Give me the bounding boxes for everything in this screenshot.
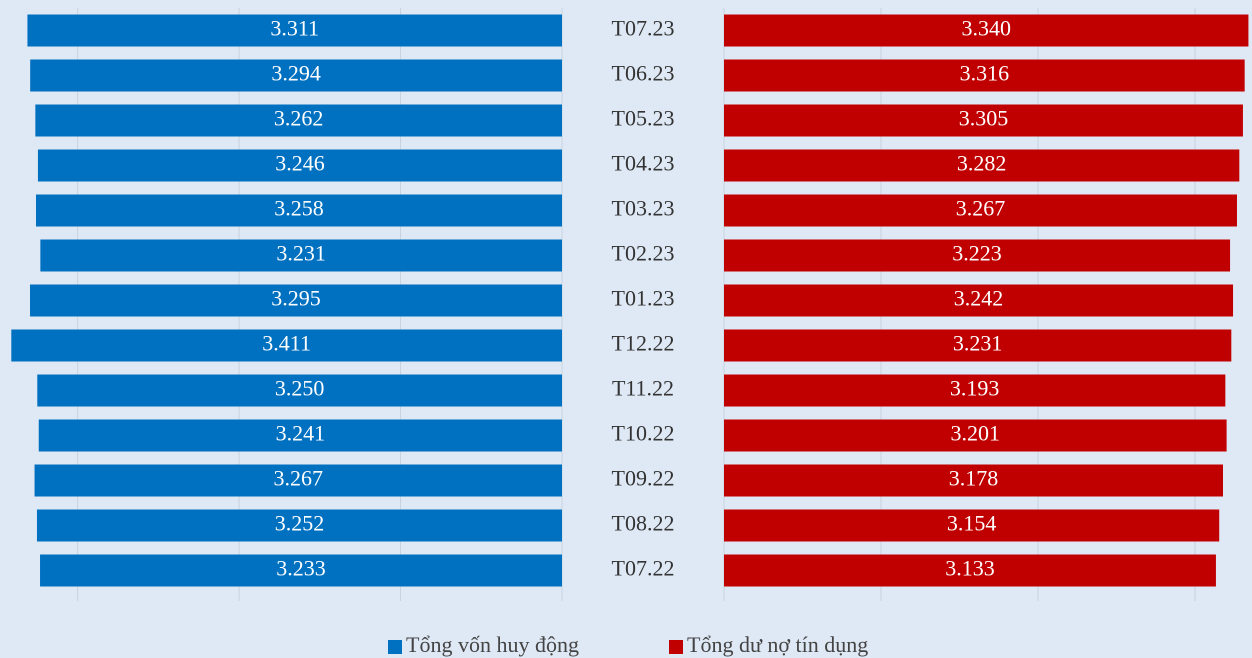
data-label: 3.305 bbox=[959, 106, 1009, 131]
bar bbox=[724, 329, 1232, 362]
category-label: T07.23 bbox=[612, 16, 675, 41]
bar bbox=[35, 104, 562, 137]
bar bbox=[724, 14, 1249, 47]
category-label: T08.22 bbox=[612, 511, 675, 536]
legend-label: Tổng vốn huy động bbox=[406, 632, 579, 657]
bar bbox=[30, 284, 562, 317]
bar bbox=[724, 239, 1231, 272]
category-label: T12.22 bbox=[612, 331, 675, 356]
data-label: 3.340 bbox=[961, 16, 1011, 41]
data-label: 3.242 bbox=[954, 286, 1004, 311]
bar bbox=[30, 59, 562, 92]
legend-swatch bbox=[388, 640, 402, 654]
category-label: T01.23 bbox=[612, 286, 675, 311]
data-label: 3.133 bbox=[945, 556, 995, 581]
bar bbox=[724, 284, 1234, 317]
data-label: 3.231 bbox=[953, 331, 1003, 356]
bar bbox=[724, 509, 1220, 542]
data-label: 3.201 bbox=[951, 421, 1001, 446]
data-label: 3.250 bbox=[275, 376, 325, 401]
legend-swatch bbox=[669, 640, 683, 654]
bar bbox=[37, 149, 562, 182]
bar bbox=[36, 509, 562, 542]
data-label: 3.252 bbox=[275, 511, 325, 536]
data-label: 3.241 bbox=[276, 421, 326, 446]
bar bbox=[38, 419, 562, 452]
data-label: 3.267 bbox=[274, 466, 324, 491]
bar bbox=[11, 329, 563, 362]
category-label: T04.23 bbox=[612, 151, 675, 176]
data-label: 3.178 bbox=[949, 466, 999, 491]
data-label: 3.267 bbox=[956, 196, 1006, 221]
category-label: T10.22 bbox=[612, 421, 675, 446]
category-label: T11.22 bbox=[612, 376, 674, 401]
bar bbox=[27, 14, 562, 47]
bar bbox=[40, 239, 562, 272]
bar bbox=[724, 374, 1226, 407]
category-label: T02.23 bbox=[612, 241, 675, 266]
category-label: T09.22 bbox=[612, 466, 675, 491]
category-label: T05.23 bbox=[612, 106, 675, 131]
bar bbox=[34, 464, 562, 497]
data-label: 3.231 bbox=[276, 241, 326, 266]
bar bbox=[37, 374, 562, 407]
bar bbox=[724, 104, 1243, 137]
data-label: 3.311 bbox=[270, 16, 319, 41]
category-label: T06.23 bbox=[612, 61, 675, 86]
data-label: 3.295 bbox=[271, 286, 321, 311]
data-label: 3.258 bbox=[274, 196, 324, 221]
bar bbox=[724, 464, 1223, 497]
data-label: 3.262 bbox=[274, 106, 324, 131]
data-label: 3.193 bbox=[950, 376, 1000, 401]
category-label: T07.22 bbox=[612, 556, 675, 581]
data-label: 3.411 bbox=[262, 331, 311, 356]
legend-label: Tổng dư nợ tín dụng bbox=[687, 632, 868, 657]
data-label: 3.316 bbox=[960, 61, 1010, 86]
bar bbox=[724, 149, 1240, 182]
bar bbox=[724, 59, 1245, 92]
bar bbox=[724, 554, 1216, 587]
bar bbox=[35, 194, 562, 227]
data-label: 3.294 bbox=[271, 61, 321, 86]
bar bbox=[40, 554, 563, 587]
category-label: T03.23 bbox=[612, 196, 675, 221]
data-label: 3.223 bbox=[952, 241, 1002, 266]
data-label: 3.246 bbox=[275, 151, 325, 176]
data-label: 3.282 bbox=[957, 151, 1007, 176]
bar bbox=[724, 194, 1237, 227]
data-label: 3.154 bbox=[947, 511, 997, 536]
data-label: 3.233 bbox=[276, 556, 326, 581]
bar bbox=[724, 419, 1227, 452]
